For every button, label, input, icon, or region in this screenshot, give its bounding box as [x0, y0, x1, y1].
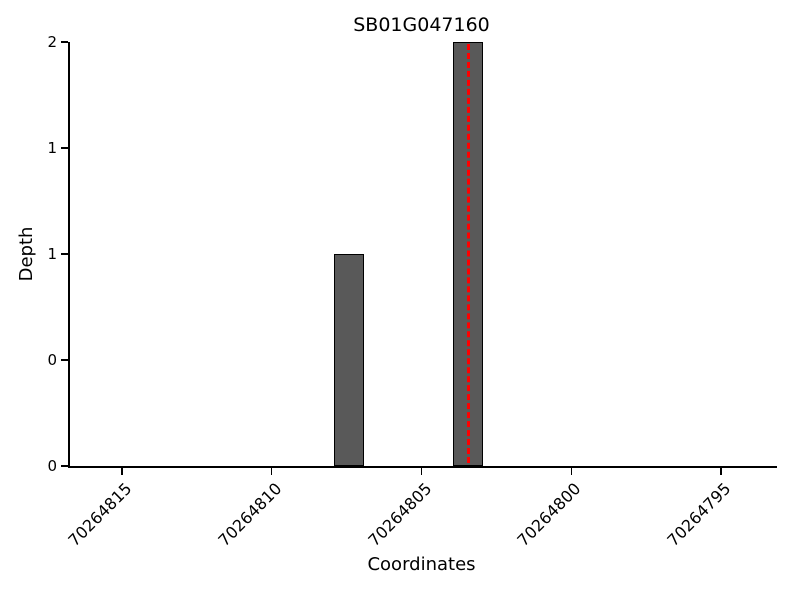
x-tick-label: 70264810 — [214, 479, 286, 551]
x-tick-mark — [420, 468, 423, 475]
y-tick-label: 2 — [47, 33, 57, 51]
y-tick-label: 0 — [47, 457, 57, 475]
plot-area — [68, 42, 777, 468]
y-tick-label: 1 — [47, 139, 57, 157]
y-tick-label: 0 — [47, 351, 57, 369]
y-tick-mark — [61, 41, 68, 43]
x-tick-mark — [121, 468, 123, 475]
gene-position-vline — [466, 44, 470, 463]
y-tick-label: 1 — [47, 245, 57, 263]
x-tick-label: 70264815 — [64, 479, 136, 551]
x-tick-label: 70264800 — [513, 479, 585, 551]
y-tick-mark — [61, 359, 68, 361]
x-tick-mark — [570, 468, 573, 475]
x-tick-mark — [270, 468, 273, 475]
bar — [333, 254, 364, 466]
y-tick-mark — [61, 147, 68, 149]
chart-title: SB01G047160 — [353, 14, 490, 36]
x-tick-label: 70264795 — [663, 479, 735, 551]
x-tick-mark — [720, 468, 722, 475]
y-tick-mark — [61, 465, 68, 467]
x-axis-label: Coordinates — [367, 554, 476, 575]
x-tick-label: 70264805 — [363, 479, 435, 551]
y-tick-mark — [61, 253, 68, 255]
